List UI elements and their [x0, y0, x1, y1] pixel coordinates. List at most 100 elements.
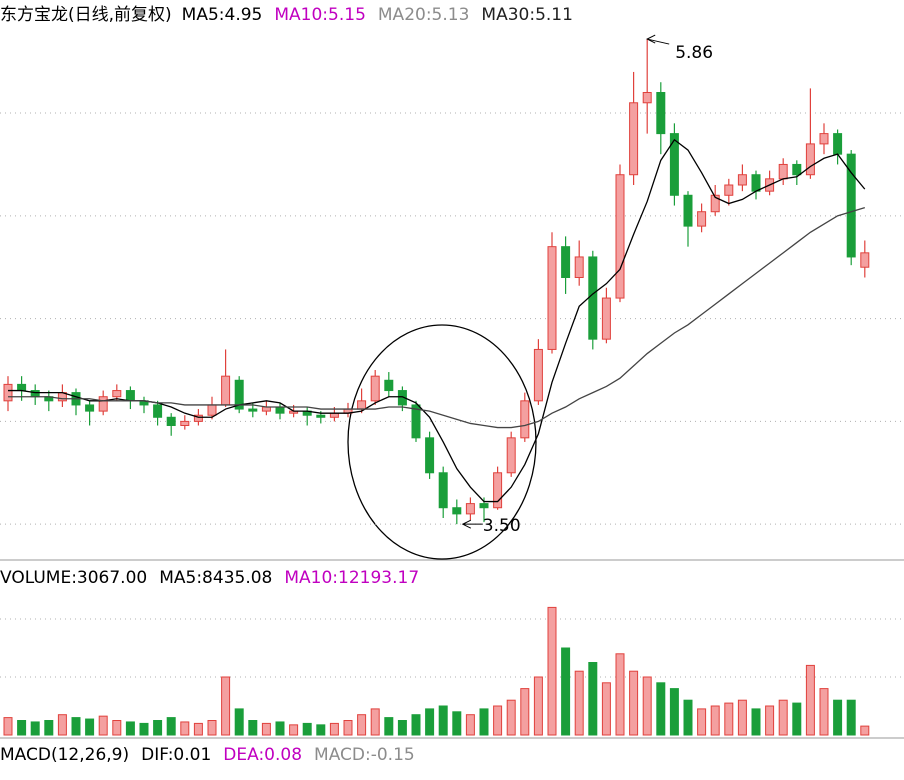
- volume-bar: [846, 699, 856, 736]
- ma-line: [8, 206, 865, 429]
- candle-body: [683, 194, 693, 227]
- candle-body: [493, 472, 503, 509]
- highlight-circle: [347, 324, 537, 560]
- volume-bar: [669, 688, 679, 736]
- volume-bar: [805, 664, 815, 736]
- volume-bar: [765, 705, 775, 736]
- candle-body: [533, 348, 543, 402]
- volume-bar: [302, 722, 312, 736]
- candle-body: [153, 404, 163, 418]
- candle-body: [465, 503, 475, 515]
- candle-body: [642, 92, 652, 104]
- volume-bar: [860, 725, 870, 736]
- volume-bar: [710, 705, 720, 736]
- volume-bar: [425, 708, 435, 736]
- candle-body: [737, 174, 747, 186]
- volume-bar: [397, 720, 407, 736]
- candle-body: [833, 133, 843, 155]
- candle-body: [316, 414, 326, 418]
- volume-bar: [656, 682, 666, 736]
- candle-body: [411, 404, 421, 439]
- volume-bar: [724, 702, 734, 736]
- candle-body: [234, 379, 244, 410]
- volume-bar: [44, 720, 54, 736]
- volume-bar: [588, 662, 598, 736]
- volume-bar: [737, 699, 747, 736]
- volume-bar: [506, 699, 516, 736]
- volume-bar: [85, 718, 95, 736]
- candle-body: [615, 174, 625, 299]
- candle-body: [30, 390, 40, 398]
- candle-body: [860, 252, 870, 268]
- legend-entry: MA10:12193.17: [284, 568, 419, 588]
- volume-bar: [125, 721, 135, 736]
- candle-body: [751, 174, 761, 192]
- volume-bar: [751, 708, 761, 736]
- candle-body: [588, 256, 598, 340]
- volume-bar: [71, 717, 81, 736]
- candle-body: [574, 256, 584, 279]
- volume-bar: [574, 670, 584, 736]
- candle-body: [370, 375, 380, 402]
- candle-body: [3, 383, 13, 402]
- candle-body: [180, 420, 190, 426]
- volume-bar: [438, 705, 448, 736]
- volume-bar: [3, 717, 13, 736]
- volume-bar: [261, 722, 271, 736]
- legend-entry: MA5:8435.08: [159, 568, 272, 588]
- volume-bar: [370, 708, 380, 736]
- candle-body: [778, 163, 788, 180]
- volume-bar: [819, 688, 829, 736]
- volume-bar: [221, 676, 231, 736]
- candle-body: [520, 400, 530, 439]
- volume-bar: [411, 714, 421, 736]
- candle-body: [819, 133, 829, 145]
- candle-body: [669, 133, 679, 196]
- legend-entry: MA5:4.95: [182, 5, 263, 25]
- volume-bar: [153, 720, 163, 736]
- candle-body: [547, 246, 557, 350]
- volume-bar: [452, 711, 462, 736]
- candle-body: [724, 184, 734, 196]
- volume-bar: [98, 715, 108, 736]
- volume-bar: [533, 676, 543, 736]
- legend-entry: MACD(12,26,9): [0, 745, 129, 765]
- volume-bar: [193, 722, 203, 736]
- volume-bar: [207, 720, 217, 736]
- candle-body: [629, 102, 639, 176]
- volume-bar: [833, 699, 843, 736]
- legend-entry: VOLUME:3067.00: [0, 568, 147, 588]
- volume-bar: [520, 688, 530, 736]
- volume-bar: [57, 714, 67, 736]
- volume-bar: [493, 705, 503, 736]
- legend-entry: DEA:0.08: [223, 745, 302, 765]
- candle-body: [452, 507, 462, 515]
- volume-bar: [275, 721, 285, 736]
- candle-body: [193, 414, 203, 422]
- volume-bar: [615, 653, 625, 736]
- volume-bar: [357, 714, 367, 736]
- candle-body: [112, 390, 122, 398]
- volume-bar: [248, 720, 258, 736]
- volume-bar: [697, 708, 707, 736]
- candle-body: [506, 437, 516, 474]
- volume-bar: [17, 720, 27, 736]
- candle-body: [561, 246, 571, 279]
- volume-bar: [547, 606, 557, 736]
- volume-bar: [180, 721, 190, 736]
- legend-entry: MA10:5.15: [274, 5, 366, 25]
- candle-body: [710, 194, 720, 213]
- candle-body: [792, 163, 802, 176]
- annotation-arrow: [646, 34, 670, 45]
- volume-bar: [234, 708, 244, 736]
- candle-body: [207, 404, 217, 416]
- annotation-arrow: [461, 519, 483, 529]
- volume-bar: [289, 724, 299, 736]
- volume-bar: [629, 670, 639, 736]
- chart-title: 东方宝龙(日线,前复权): [0, 5, 172, 25]
- candle-body: [98, 396, 108, 412]
- volume-bar: [139, 722, 149, 736]
- annotation: 3.50: [483, 516, 521, 536]
